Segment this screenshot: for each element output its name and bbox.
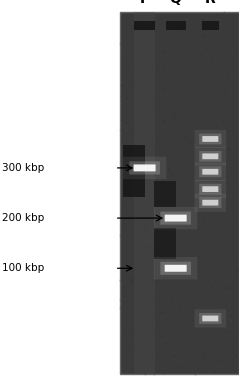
FancyBboxPatch shape — [195, 163, 226, 181]
FancyBboxPatch shape — [195, 309, 226, 328]
Text: 200 kbp: 200 kbp — [2, 213, 45, 223]
FancyBboxPatch shape — [202, 200, 218, 205]
FancyBboxPatch shape — [165, 215, 187, 222]
FancyBboxPatch shape — [195, 130, 226, 148]
FancyBboxPatch shape — [195, 180, 226, 198]
FancyBboxPatch shape — [134, 164, 156, 171]
FancyBboxPatch shape — [202, 316, 218, 321]
Bar — [134, 12, 155, 374]
Text: R: R — [205, 0, 216, 6]
Bar — [123, 145, 145, 197]
FancyBboxPatch shape — [199, 313, 221, 324]
FancyBboxPatch shape — [199, 197, 221, 208]
Bar — [134, 21, 155, 30]
FancyBboxPatch shape — [202, 186, 218, 192]
Bar — [154, 228, 176, 259]
Text: P: P — [140, 0, 150, 6]
FancyBboxPatch shape — [199, 184, 221, 195]
Bar — [154, 181, 176, 207]
Bar — [165, 21, 186, 30]
FancyBboxPatch shape — [195, 147, 226, 166]
FancyBboxPatch shape — [195, 193, 226, 212]
FancyBboxPatch shape — [129, 161, 160, 174]
Text: 300 kbp: 300 kbp — [2, 163, 45, 173]
Bar — [120, 12, 239, 374]
Text: Q: Q — [170, 0, 182, 6]
FancyBboxPatch shape — [202, 169, 218, 174]
FancyBboxPatch shape — [154, 207, 197, 229]
Text: 100 kbp: 100 kbp — [2, 263, 45, 273]
FancyBboxPatch shape — [123, 157, 166, 179]
FancyBboxPatch shape — [154, 257, 197, 279]
FancyBboxPatch shape — [202, 136, 218, 142]
FancyBboxPatch shape — [199, 151, 221, 162]
FancyBboxPatch shape — [160, 212, 191, 225]
Bar — [202, 21, 219, 30]
FancyBboxPatch shape — [199, 134, 221, 144]
FancyBboxPatch shape — [202, 153, 218, 159]
FancyBboxPatch shape — [160, 262, 191, 275]
FancyBboxPatch shape — [199, 166, 221, 177]
FancyBboxPatch shape — [165, 265, 187, 272]
